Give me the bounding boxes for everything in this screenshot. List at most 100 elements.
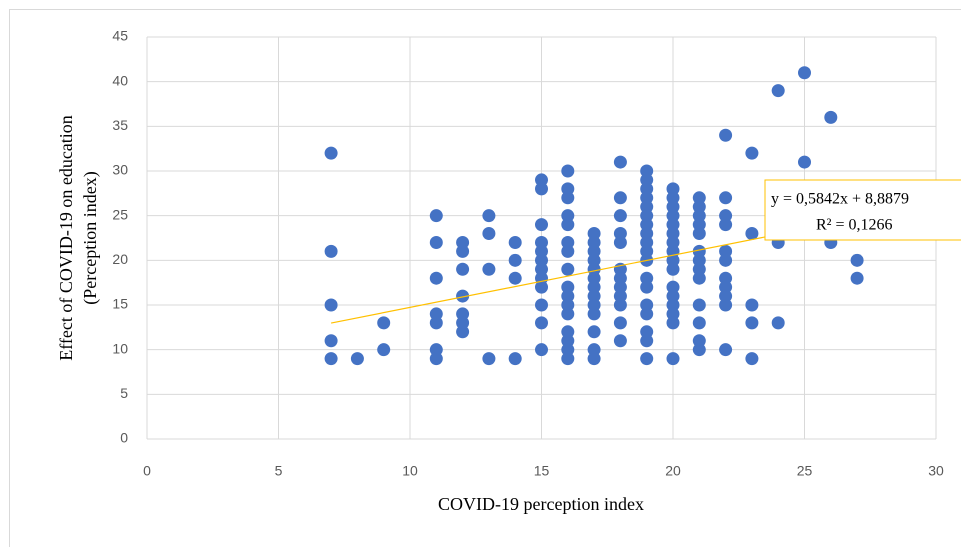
point [508,352,522,366]
point [482,227,496,241]
point [692,271,706,285]
point [456,307,470,321]
point [719,218,733,232]
point [692,262,706,276]
point [719,209,733,223]
x-tick-label: 30 [928,463,944,479]
point [666,218,680,232]
point [719,128,733,142]
point [587,325,601,339]
point [587,262,601,276]
point [798,155,811,169]
point [535,182,548,196]
point [640,191,654,205]
point [692,218,706,232]
point [561,164,575,178]
point [692,253,706,267]
y-tick-label: 15 [112,296,128,312]
point [640,182,654,196]
point [640,164,654,178]
x-tick-label: 15 [534,463,550,479]
point [587,289,601,303]
point [535,298,548,312]
point [613,289,627,303]
point [640,200,654,214]
point [824,110,838,124]
point [508,235,522,249]
point [640,235,654,249]
point [640,352,654,366]
point [719,280,733,294]
trendline-equation: y = 0,5842x + 8,8879 [771,191,909,208]
point [640,227,654,241]
point [561,325,575,339]
point [561,235,575,249]
point [482,262,496,276]
point [666,352,680,366]
point [429,307,443,321]
trendline-r2: R² = 0,1266 [816,217,893,234]
point [719,253,733,267]
point [613,209,627,223]
point [561,191,575,205]
x-tick-label: 25 [797,463,813,479]
point [561,218,575,232]
point [640,334,654,348]
point [456,316,470,330]
point [771,84,785,98]
point [561,262,575,276]
point [587,244,601,258]
point [613,334,627,348]
point [587,280,601,294]
point [719,298,733,312]
point [561,244,575,258]
point [666,182,680,196]
point [535,343,548,357]
point [719,271,733,285]
point [745,298,759,312]
point [350,352,364,366]
point [456,235,470,249]
y-tick-label: 10 [112,340,128,356]
point [587,253,601,267]
point [666,253,680,267]
point [613,271,627,285]
x-tick-label: 5 [275,463,283,479]
point [666,235,680,249]
point [798,66,811,80]
point [587,352,601,366]
point [850,271,864,285]
point [666,262,680,276]
point [692,244,706,258]
point [456,244,470,258]
point [535,244,548,258]
point [666,289,680,303]
y-tick-label: 0 [120,430,128,446]
point [561,280,575,294]
point [666,298,680,312]
point [429,209,443,223]
point [377,343,391,357]
point [666,191,680,205]
point [561,182,575,196]
point [745,352,759,366]
y-tick-label: 5 [120,385,128,401]
point [692,298,706,312]
point [719,191,733,205]
point [692,227,706,241]
x-tick-label: 20 [665,463,681,479]
point [666,209,680,223]
point [324,298,338,312]
point [587,343,601,357]
point [850,253,864,267]
point [692,343,706,357]
point [613,235,627,249]
point [535,253,548,267]
point [613,316,627,330]
point [692,209,706,223]
point [429,343,443,357]
point [429,235,443,249]
point [640,244,654,258]
point [666,200,680,214]
